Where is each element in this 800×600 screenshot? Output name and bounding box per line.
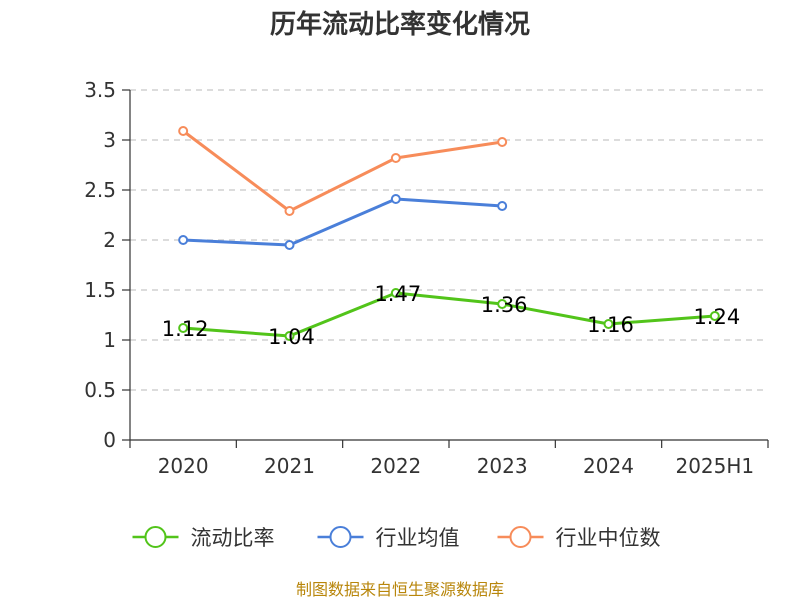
data-point [178,235,189,245]
legend-label: 行业均值 [376,526,460,550]
y-tick-label: 0.5 [84,378,116,402]
x-tick-label: 2021 [264,454,315,478]
legend: 流动比率 行业均值 行业中位数 [132,526,661,550]
legend-label: 流动比率 [191,526,275,550]
x-tick-label: 2025H1 [675,454,754,478]
source-note: 制图数据来自恒生聚源数据库 [296,580,504,599]
legend-marker [509,526,532,548]
data-point [178,126,189,136]
data-point [390,153,401,163]
data-point [497,137,508,147]
chart-title: 历年流动比率变化情况 [270,9,530,40]
series-line [182,129,503,213]
data-point [497,201,508,211]
data-point [390,288,401,298]
data-label: 1.47 [374,282,421,306]
legend-marker [329,526,352,548]
data-point [284,240,295,250]
legend-marker [144,526,167,548]
y-tick-label: 3 [103,128,116,152]
y-tick-label: 3.5 [84,78,116,102]
y-tick-label: 2 [103,228,116,252]
legend-label: 行业中位数 [556,526,661,550]
data-point [284,331,295,341]
y-tick-label: 1 [103,328,116,352]
data-label: 1.16 [587,313,634,337]
y-tick-label: 0 [103,428,116,452]
series-line [183,197,503,247]
gridlines [130,89,768,391]
data-label: 1.12 [162,317,209,341]
legend-item[interactable]: 行业中位数 [497,526,661,550]
data-labels: 1.12 1.04 1.47 1.36 1.16 1.24 [162,282,740,349]
series [178,126,720,341]
data-point [390,194,401,204]
legend-item[interactable]: 流动比率 [132,526,275,550]
x-tick-label: 2024 [583,454,634,478]
y-tick-label: 1.5 [84,278,116,302]
x-tick-label: 2022 [370,454,421,478]
data-point [603,319,614,329]
legend-item[interactable]: 行业均值 [317,526,460,550]
data-point [284,206,295,216]
data-label: 1.24 [693,305,740,329]
data-point [497,299,508,309]
data-label: 1.36 [481,293,528,317]
x-tick-label: 2020 [158,454,209,478]
data-point [178,323,189,333]
data-label: 1.04 [268,325,315,349]
series-line [183,291,715,338]
y-tick-label: 2.5 [84,178,116,202]
x-tick-label: 2023 [477,454,528,478]
axes: 0 0.5 1 1.5 2 2.5 3 3.5 2020 2021 2022 2023 2024 2025… [84,78,769,478]
data-point [709,311,720,321]
